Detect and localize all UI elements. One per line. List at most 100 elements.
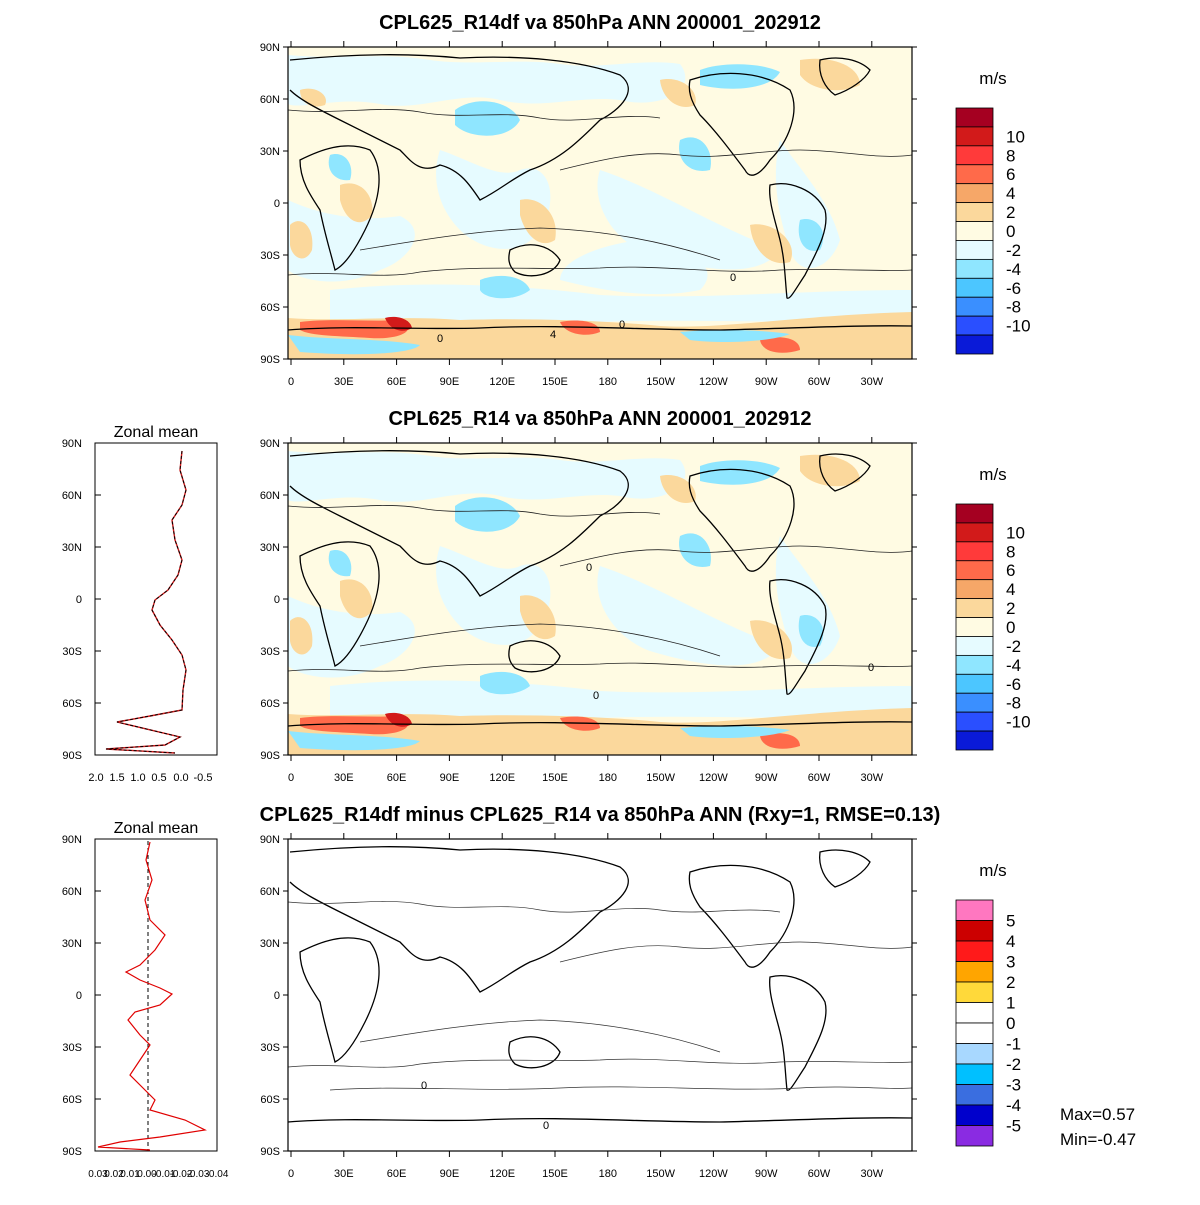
panel-2-zonal-curve-red [105, 450, 187, 754]
panel-1-map: 0 4 0 0 [288, 47, 912, 359]
zonal-lat-tick-label: 60S [62, 1094, 82, 1106]
lon-tick-label: 120W [699, 772, 728, 784]
zonal-lat-tick-label: 30S [62, 1042, 82, 1054]
lon-tick-label: 90E [440, 772, 460, 784]
lon-tick-label: 30W [860, 772, 883, 784]
zonal-xtick: -0.5 [194, 772, 213, 784]
colorbar-swatch [955, 334, 994, 355]
colorbar-swatch [955, 730, 994, 751]
lat-tick-label: 90N [260, 42, 280, 54]
colorbar-label: -6 [1006, 675, 1021, 694]
zonal-lat-tick-label: 30S [62, 646, 82, 658]
lat-tick-label: 30S [260, 646, 280, 658]
zonal-lat-tick-label: 90N [62, 438, 82, 450]
zonal-lat-tick-label: 90N [62, 834, 82, 846]
zonal-lat-tick-label: 30N [62, 542, 82, 554]
colorbar-label: -5 [1006, 1117, 1021, 1136]
panel-2-contour-labels: 0 0 0 [586, 562, 874, 702]
contour-label: 0 [437, 333, 443, 345]
panel-3-zonal-frame [94, 838, 218, 1152]
lat-tick-label: 0 [274, 990, 280, 1002]
lon-tick-label: 120W [699, 376, 728, 388]
panel-3-lon-axis: 0 30E 60E 90E 120E 150E 180 150W 120W 90W 60W 30W [288, 833, 884, 1180]
colorbar-label: -6 [1006, 279, 1021, 298]
panel-3-colorbar: 54 32 10 -1-2 -3-4 -5 [955, 899, 1021, 1147]
zonal-xtick: -0.02 [170, 1169, 193, 1180]
colorbar-label: -4 [1006, 1096, 1021, 1115]
colorbar-swatch [955, 145, 994, 166]
panel-1: CPL625_R14df va 850hPa ANN 200001_202912 [260, 12, 1031, 388]
lat-tick-label: 60N [260, 94, 280, 106]
colorbar-label: 10 [1006, 127, 1025, 146]
lat-tick-label: 90S [260, 750, 280, 762]
colorbar-swatch [955, 579, 994, 600]
colorbar-label: 8 [1006, 542, 1015, 561]
colorbar-label: 4 [1006, 184, 1015, 203]
zonal-lat-tick-label: 90S [62, 750, 82, 762]
lat-tick-label: 0 [274, 594, 280, 606]
colorbar-swatch [955, 692, 994, 713]
colorbar-swatch [955, 961, 994, 983]
colorbar-label: -4 [1006, 656, 1021, 675]
zonal-xtick: -0.03 [187, 1169, 210, 1180]
panel-2-zonal-mean: Zonal mean 90N 60N 30N 0 30S 60S 90S 2.0 1.5 1… [62, 424, 218, 784]
zonal-xtick: -0.01 [153, 1169, 176, 1180]
panel-1-units: m/s [979, 69, 1006, 88]
lon-tick-label: 120E [489, 376, 515, 388]
min-stat: Min=-0.47 [1060, 1130, 1136, 1149]
lon-tick-label: 150W [646, 376, 675, 388]
colorbar-swatch [955, 258, 994, 279]
contour-label: 0 [421, 1080, 427, 1092]
colorbar-swatch [955, 1084, 994, 1106]
colorbar-swatch [955, 164, 994, 185]
panel-2-zonal-title: Zonal mean [114, 424, 199, 441]
panel-3-zonal-curve [97, 841, 207, 1151]
colorbar-swatch [955, 1002, 994, 1024]
lon-tick-label: 90W [755, 1168, 778, 1180]
lon-tick-label: 90W [755, 376, 778, 388]
colorbar-label: 5 [1006, 912, 1015, 931]
panel-2-zonal-lat-axis: 90N 60N 30N 0 30S 60S 90S [62, 438, 101, 762]
zonal-xtick: 0.00 [137, 1169, 157, 1180]
colorbar-label: 3 [1006, 953, 1015, 972]
colorbar-swatch [955, 541, 994, 562]
lon-tick-label: 180 [599, 1168, 617, 1180]
lon-tick-label: 60W [808, 1168, 831, 1180]
lon-tick-label: 180 [599, 376, 617, 388]
panel-3-zonal-xticks: 0.03 0.02 0.01 0.00 -0.01 -0.02 -0.03 -0… [88, 1169, 229, 1180]
colorbar-swatch [955, 1104, 994, 1126]
lat-tick-label: 30N [260, 146, 280, 158]
colorbar-swatch [955, 617, 994, 637]
panel-2-title: CPL625_R14 va 850hPa ANN 200001_202912 [389, 408, 812, 430]
colorbar-label: 6 [1006, 165, 1015, 184]
colorbar-label: 0 [1006, 222, 1015, 241]
colorbar-swatch [955, 711, 994, 732]
lat-tick-label: 60S [260, 302, 280, 314]
panel-3-zonal-title: Zonal mean [114, 820, 199, 837]
lat-tick-label: 90N [260, 438, 280, 450]
panel-3-map: 0 0 [288, 839, 912, 1151]
lon-tick-label: 120E [489, 1168, 515, 1180]
colorbar-swatch [955, 296, 994, 317]
colorbar-label: -1 [1006, 1035, 1021, 1054]
lon-tick-label: 150W [646, 1168, 675, 1180]
colorbar-swatch [955, 240, 994, 260]
colorbar-label: -2 [1006, 1055, 1021, 1074]
lat-tick-label: 30S [260, 250, 280, 262]
colorbar-swatch [955, 183, 994, 204]
colorbar-label: 2 [1006, 203, 1015, 222]
colorbar-swatch [955, 1125, 994, 1147]
lon-tick-label: 30E [334, 376, 354, 388]
lon-tick-label: 150E [542, 376, 568, 388]
panel-3-lat-axis: 90N 60N 30N 0 30S 60S 90S [260, 834, 917, 1158]
panel-3: CPL625_R14df minus CPL625_R14 va 850hPa … [62, 804, 1136, 1180]
zonal-xtick: 1.5 [109, 772, 124, 784]
lat-tick-label: 30N [260, 938, 280, 950]
lon-tick-label: 30E [334, 772, 354, 784]
lat-tick-label: 60N [260, 886, 280, 898]
panel-2-lon-axis: 0 30E 60E 90E 120E 150E 180 150W 120W 90W 60W 30W [288, 437, 884, 784]
lat-tick-label: 30N [260, 542, 280, 554]
lat-tick-label: 0 [274, 198, 280, 210]
